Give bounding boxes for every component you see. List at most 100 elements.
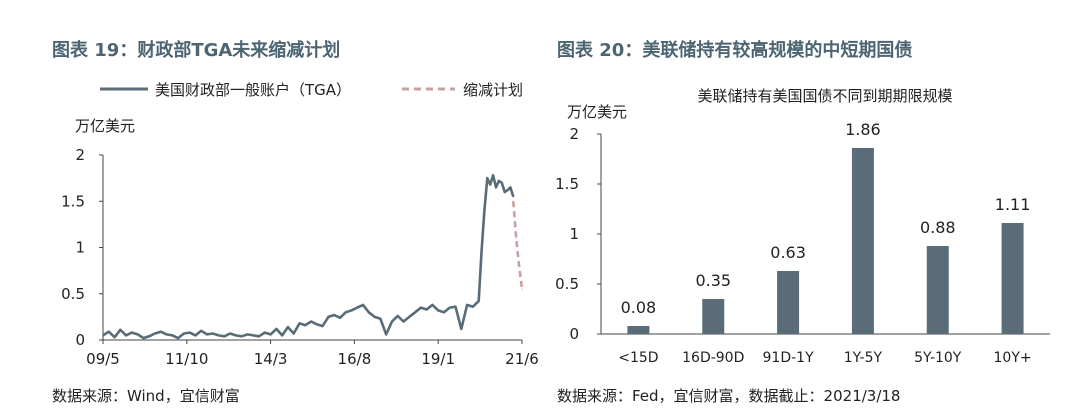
x-tick-label: 21/6: [505, 350, 539, 368]
tga-data-point: [385, 333, 387, 336]
y-axis-unit-label: 万亿美元: [75, 117, 135, 135]
tga-data-point: [498, 180, 500, 182]
tga-data-point: [478, 300, 480, 302]
tga-data-point: [356, 307, 358, 309]
bar-value-label: 1.86: [845, 120, 881, 139]
tga-data-point: [374, 316, 376, 318]
tga-data-point: [252, 334, 254, 336]
tga-data-point: [431, 304, 434, 306]
tga-data-point: [304, 324, 306, 326]
tga-data-point: [125, 334, 127, 336]
y-axis-unit-label: 万亿美元: [567, 103, 627, 121]
plan-data-point: [521, 288, 523, 290]
tga-data-point: [229, 332, 231, 335]
tga-data-point: [200, 330, 202, 332]
y-tick-label: 2: [569, 125, 579, 143]
y-tick-label: 0.5: [61, 285, 85, 303]
x-category-label: 91D-1Y: [763, 350, 815, 366]
tga-data-point: [183, 332, 185, 335]
x-category-label: 1Y-5Y: [844, 350, 883, 366]
tga-data-point: [437, 309, 439, 311]
tga-data-point: [466, 304, 468, 306]
tga-data-point: [171, 334, 173, 336]
tga-data-point: [350, 309, 353, 311]
y-tick-label: 1.5: [61, 192, 85, 210]
legend-label-plan: 缩减计划: [463, 81, 523, 99]
tga-data-point: [368, 311, 370, 313]
tga-data-point: [113, 336, 116, 338]
left-figure-title: 图表 19：财政部TGA未来缩减计划: [52, 40, 341, 61]
bar: [1001, 223, 1024, 334]
tga-data-point: [483, 209, 486, 212]
y-tick-label: 1.5: [555, 175, 579, 193]
tga-data-point: [509, 186, 512, 188]
bar-value-label: 1.11: [995, 195, 1031, 214]
bar: [702, 299, 725, 334]
x-category-label: 10Y+: [994, 350, 1032, 366]
tga-data-point: [339, 317, 341, 319]
tga-data-point: [235, 334, 237, 336]
bar: [777, 271, 800, 334]
tga-data-point: [137, 333, 139, 336]
bar: [926, 246, 949, 334]
tga-data-point: [327, 316, 329, 318]
plan-data-point: [518, 265, 520, 267]
x-category-label: 16D-90D: [682, 350, 744, 366]
tga-data-point: [391, 320, 393, 323]
bar: [627, 326, 650, 334]
tga-data-point: [206, 333, 208, 336]
chart-title: 美联储持有美国国债不同到期期限规模: [697, 87, 952, 105]
tga-data-point: [212, 332, 214, 335]
x-category-label: <15D: [618, 350, 658, 366]
x-category-label: 5Y-10Y: [914, 350, 962, 366]
tga-data-point: [495, 186, 497, 188]
left-source-note: 数据来源：Wind，宜信财富: [52, 387, 240, 405]
tga-data-point: [460, 328, 462, 330]
tga-data-point: [241, 335, 243, 337]
left-chart-panel: 图表 19：财政部TGA未来缩减计划 美国财政部一般账户（TGA） 缩减计划万亿美…: [52, 40, 539, 405]
tga-data-point: [264, 332, 266, 334]
tga-data-point: [148, 335, 150, 337]
tga-data-point: [454, 306, 457, 308]
tga-data-point: [160, 331, 162, 333]
tga-data-point: [472, 306, 474, 308]
tga-data-point: [486, 177, 488, 179]
tga-data-point: [223, 335, 225, 337]
tga-data-point: [414, 311, 416, 313]
right-chart-panel: 图表 20：美联储持有较高规模的中短期国债 美联储持有美国国债不同到期期限规模万…: [545, 0, 1080, 415]
plan-series-line: [512, 201, 524, 290]
tga-data-point: [142, 337, 145, 339]
tga-data-point: [489, 184, 491, 186]
x-tick-label: 19/1: [421, 350, 455, 368]
y-tick-label: 2: [75, 146, 85, 164]
tga-data-point: [397, 315, 399, 317]
tga-data-point: [194, 334, 197, 336]
tga-data-point: [402, 320, 405, 323]
tga-data-point: [108, 331, 110, 333]
tga-data-point: [512, 196, 514, 198]
tga-data-point: [333, 314, 335, 316]
y-tick-label: 0: [75, 331, 85, 349]
tga-data-point: [258, 335, 260, 337]
right-source-note: 数据来源：Fed，宜信财富，数据截止：2021/3/18: [557, 387, 901, 405]
tga-data-point: [165, 333, 168, 336]
y-tick-label: 1: [75, 239, 85, 257]
tga-data-point: [379, 318, 382, 320]
legend-label-tga: 美国财政部一般账户（TGA）: [155, 81, 351, 99]
tga-data-point: [281, 334, 283, 336]
tga-data-point: [449, 307, 451, 309]
tga-data-point: [131, 332, 133, 334]
tga-data-point: [189, 332, 191, 334]
bar-value-label: 0.08: [621, 298, 657, 317]
tga-data-point: [310, 320, 312, 323]
bar-value-label: 0.35: [695, 271, 731, 290]
right-figure-title: 图表 20：美联储持有较高规模的中短期国债: [557, 40, 913, 61]
tga-data-point: [298, 322, 301, 324]
x-tick-label: 09/5: [86, 350, 120, 368]
y-tick-label: 1: [569, 225, 579, 243]
plan-data-point: [512, 200, 514, 202]
tga-data-point: [420, 307, 422, 309]
x-tick-label: 11/10: [165, 350, 208, 368]
tga-data-point: [316, 323, 318, 325]
